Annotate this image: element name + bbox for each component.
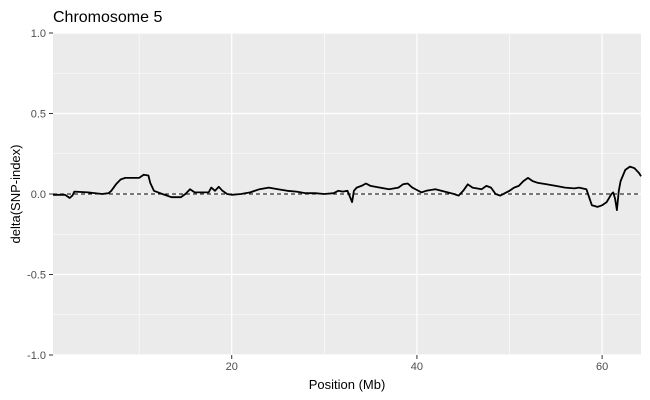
- y-tick-label: -0.5: [27, 270, 46, 282]
- y-tick-label: 0.0: [31, 189, 46, 201]
- x-tick-label: 60: [596, 361, 608, 373]
- series-line: [53, 165, 642, 211]
- x-axis-ticks: 20 40 60: [226, 355, 608, 373]
- x-axis-title: Position (Mb): [309, 377, 386, 392]
- x-tick-label: 40: [411, 361, 423, 373]
- y-tick-label: -1.0: [27, 350, 46, 362]
- y-tick-label: 1.0: [31, 28, 46, 40]
- y-axis-title: delta(SNP-index): [8, 145, 23, 244]
- y-axis-ticks: -1.0 -0.5 0.0 0.5 1.0: [27, 28, 53, 362]
- y-tick-label: 0.5: [31, 109, 46, 121]
- chart-title: Chromosome 5: [53, 9, 162, 26]
- x-tick-label: 20: [226, 361, 238, 373]
